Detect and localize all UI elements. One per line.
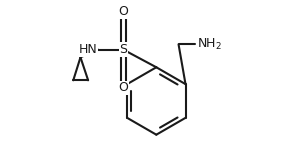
- Text: NH$_2$: NH$_2$: [197, 37, 222, 52]
- Text: S: S: [119, 43, 127, 56]
- Text: O: O: [118, 5, 128, 18]
- Text: O: O: [118, 81, 128, 95]
- Text: HN: HN: [79, 43, 97, 56]
